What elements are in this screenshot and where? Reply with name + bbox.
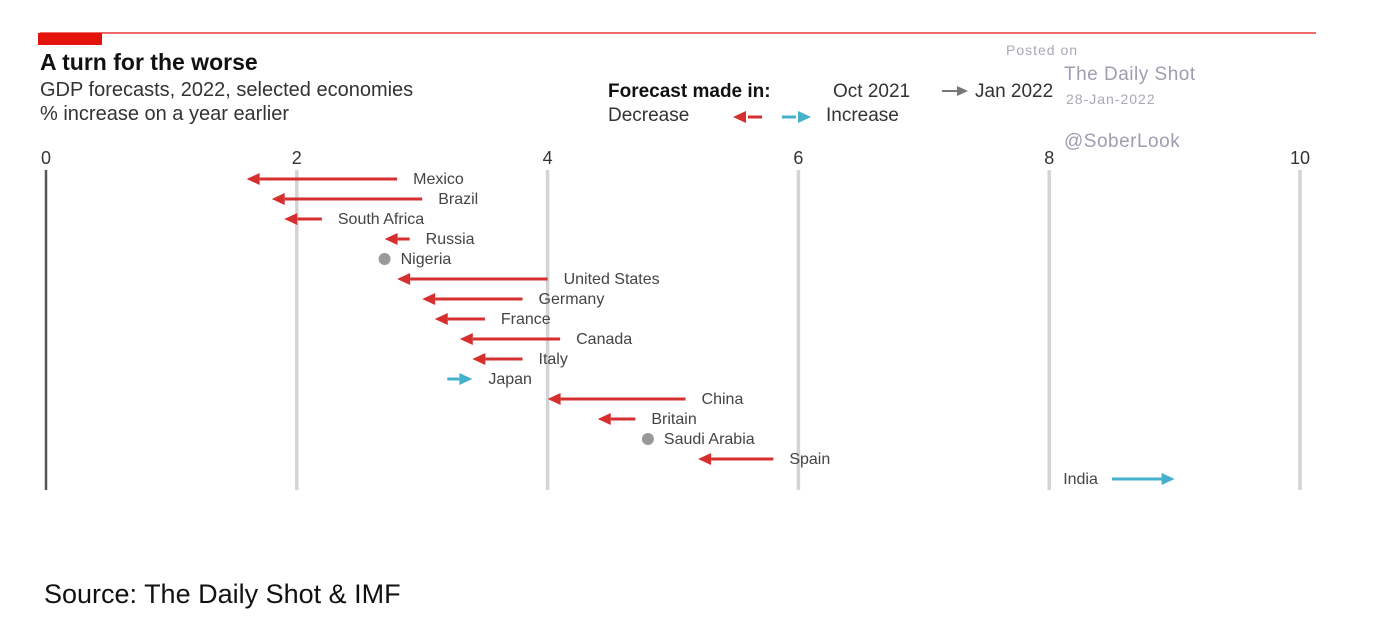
x-tick-label-0: 0 (41, 148, 51, 168)
country-label-canada: Canada (576, 331, 632, 348)
chart-title: A turn for the worse (40, 49, 258, 75)
country-label-china: China (702, 391, 744, 408)
watermark-posted-on: Posted on (1006, 42, 1078, 58)
chart-subtitle: GDP forecasts, 2022, selected economies (40, 79, 413, 101)
country-label-russia: Russia (426, 231, 475, 248)
arrow-head-britain (597, 413, 611, 425)
legend-from-label: Oct 2021 (833, 81, 910, 102)
arrow-head-mexico (246, 173, 260, 185)
arrow-head-canada (459, 333, 473, 345)
country-label-nigeria: Nigeria (401, 251, 452, 268)
country-mark-nigeria: Nigeria (378, 251, 452, 268)
arrow-head-japan (459, 373, 473, 385)
arrow-head-south-africa (284, 213, 298, 225)
x-axis-ticks: 0 2 4 6 8 10 (41, 148, 1310, 168)
country-mark-france: France (434, 311, 551, 328)
country-mark-india: India (1063, 471, 1175, 488)
legend-to-label: Jan 2022 (975, 81, 1053, 102)
unchanged-dot-saudi-arabia (641, 433, 654, 445)
country-label-spain: Spain (789, 451, 830, 468)
country-label-japan: Japan (488, 371, 532, 388)
country-mark-canada: Canada (459, 331, 632, 348)
legend-increase-arrow (782, 111, 811, 123)
country-mark-mexico: Mexico (246, 171, 464, 188)
country-mark-south-africa: South Africa (284, 211, 424, 228)
arrow-head-germany (422, 293, 436, 305)
country-mark-italy: Italy (472, 351, 568, 368)
arrow-head-italy (472, 353, 486, 365)
legend-decrease-arrow (733, 111, 762, 123)
country-mark-germany: Germany (422, 291, 604, 308)
country-label-saudi-arabia: Saudi Arabia (664, 431, 755, 448)
country-mark-russia: Russia (384, 231, 475, 248)
country-mark-saudi-arabia: Saudi Arabia (641, 431, 755, 448)
arrow-head-spain (698, 453, 712, 465)
country-label-mexico: Mexico (413, 171, 464, 188)
arrow-head-united-states (397, 273, 411, 285)
country-label-france: France (501, 311, 551, 328)
source-note: Source: The Daily Shot & IMF (44, 579, 401, 609)
arrow-head-china (547, 393, 561, 405)
arrow-head-russia (384, 233, 398, 245)
watermark-site: The Daily Shot (1064, 64, 1196, 85)
arrow-head-france (434, 313, 448, 325)
country-mark-spain: Spain (698, 451, 830, 468)
arrow-head-india (1161, 473, 1175, 485)
country-label-south-africa: South Africa (338, 211, 424, 228)
x-tick-label-10: 10 (1290, 148, 1310, 168)
x-tick-label-6: 6 (793, 148, 803, 168)
arrow-head-brazil (271, 193, 285, 205)
x-tick-label-2: 2 (292, 148, 302, 168)
watermark-date: 28-Jan-2022 (1066, 91, 1156, 107)
legend-made-in-label: Forecast made in: (608, 81, 771, 102)
x-tick-label-8: 8 (1044, 148, 1054, 168)
country-label-united-states: United States (564, 271, 660, 288)
country-mark-britain: Britain (597, 411, 697, 428)
country-mark-brazil: Brazil (271, 191, 478, 208)
country-mark-united-states: United States (397, 271, 660, 288)
brand-tag (38, 33, 102, 45)
watermark-handle: @SoberLook (1064, 131, 1180, 152)
legend-decrease-label: Decrease (608, 105, 689, 126)
country-mark-japan: Japan (447, 371, 532, 388)
legend-increase-label: Increase (826, 105, 899, 126)
country-mark-china: China (547, 391, 744, 408)
country-label-germany: Germany (539, 291, 605, 308)
country-label-italy: Italy (539, 351, 568, 368)
country-label-india: India (1063, 471, 1098, 488)
unchanged-dot-nigeria (378, 253, 391, 265)
unit-note: % increase on a year earlier (40, 103, 289, 125)
x-tick-label-4: 4 (543, 148, 553, 168)
country-label-brazil: Brazil (438, 191, 478, 208)
legend-timeline-arrow (942, 86, 968, 96)
country-label-britain: Britain (651, 411, 696, 428)
